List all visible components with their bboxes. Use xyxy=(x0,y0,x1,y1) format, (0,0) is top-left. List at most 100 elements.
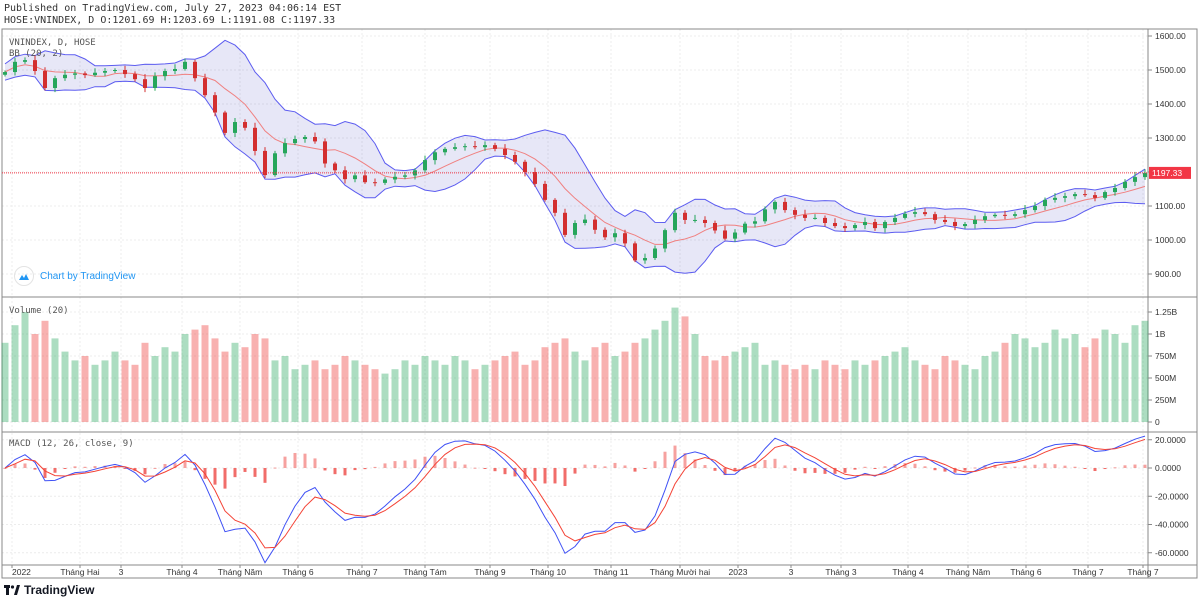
candle-body xyxy=(1073,194,1077,197)
volume-bar xyxy=(831,364,839,422)
volume-bar xyxy=(951,360,959,422)
volume-bar xyxy=(361,364,369,422)
tradingview-logo[interactable]: TradingView xyxy=(4,583,94,597)
volume-bar xyxy=(261,338,269,422)
volume-bar xyxy=(341,356,349,422)
candle-body xyxy=(1043,199,1047,206)
macd-tick-label: -20.0000 xyxy=(1155,491,1189,501)
candle-body xyxy=(833,223,837,227)
candle-body xyxy=(373,182,377,184)
volume-bar xyxy=(621,351,629,422)
candle-body xyxy=(643,258,647,261)
time-label: Tháng 10 xyxy=(530,567,566,577)
candle-body xyxy=(603,229,607,238)
volume-bar xyxy=(651,329,659,422)
volume-bar xyxy=(221,351,229,422)
macd-histogram-bar xyxy=(353,468,357,471)
macd-histogram-bar xyxy=(333,468,337,475)
volume-bar xyxy=(251,334,259,422)
candle-body xyxy=(843,226,847,229)
time-label: Tháng 6 xyxy=(1010,567,1041,577)
volume-bar xyxy=(641,338,649,422)
candle-body xyxy=(383,179,387,183)
tradingview-cloud-icon xyxy=(14,266,34,286)
candle-body xyxy=(303,136,307,140)
macd-histogram-bar xyxy=(863,466,867,468)
candle-body xyxy=(793,210,797,215)
bb-upper-line xyxy=(4,39,1146,224)
macd-histogram-bar xyxy=(1043,463,1047,468)
volume-bar xyxy=(611,356,619,422)
volume-bar xyxy=(371,369,379,422)
volume-bar xyxy=(31,334,39,422)
volume-bar xyxy=(71,360,79,422)
time-label: Tháng Năm xyxy=(218,567,262,577)
time-label: Tháng 4 xyxy=(166,567,197,577)
macd-histogram-bar xyxy=(703,465,707,468)
macd-histogram-bar xyxy=(253,468,257,477)
macd-histogram-bar xyxy=(383,463,387,468)
volume-bar xyxy=(231,342,239,422)
volume-bar xyxy=(1041,342,1049,422)
candle-body xyxy=(483,145,487,148)
macd-histogram-bar xyxy=(963,468,967,471)
legend-symbol: VNINDEX, D, HOSE xyxy=(9,38,96,48)
macd-histogram-bar xyxy=(123,468,127,469)
macd-histogram-bar xyxy=(1133,464,1137,468)
macd-histogram-bar xyxy=(873,468,877,469)
volume-tick-label: 0 xyxy=(1155,417,1160,427)
macd-histogram-bar xyxy=(683,453,687,468)
volume-bar xyxy=(711,360,719,422)
candle-body xyxy=(273,153,277,176)
macd-histogram-bar xyxy=(1123,465,1127,468)
time-label: Tháng 3 xyxy=(825,567,856,577)
volume-bar xyxy=(241,347,249,422)
macd-histogram-bar xyxy=(543,468,547,484)
macd-histogram-bar xyxy=(153,467,157,469)
candle-body xyxy=(893,217,897,222)
legend-volume: Volume (20) xyxy=(9,306,69,316)
macd-histogram-bar xyxy=(463,464,467,468)
volume-bar xyxy=(21,312,29,422)
candle-body xyxy=(1063,196,1067,198)
chart-by-tradingview-link[interactable]: Chart by TradingView xyxy=(14,266,135,286)
volume-bar xyxy=(181,334,189,422)
macd-histogram-bar xyxy=(433,455,437,468)
candle-body xyxy=(983,216,987,220)
volume-bar xyxy=(551,342,559,422)
volume-bar xyxy=(981,356,989,422)
macd-histogram-bar xyxy=(313,458,317,468)
candle-body xyxy=(503,148,507,155)
volume-bar xyxy=(501,356,509,422)
volume-bar xyxy=(881,356,889,422)
volume-bar xyxy=(911,360,919,422)
volume-bar xyxy=(901,347,909,422)
price-tick-label: 900.00 xyxy=(1155,269,1181,279)
volume-bar xyxy=(811,369,819,422)
volume-bar xyxy=(521,364,529,422)
macd-histogram-bar xyxy=(43,468,47,478)
candle-body xyxy=(1083,194,1087,196)
volume-bar xyxy=(61,351,69,422)
volume-bar xyxy=(381,373,389,422)
volume-bar xyxy=(331,364,339,422)
macd-histogram-bar xyxy=(593,464,597,468)
brand-text: TradingView xyxy=(24,583,95,597)
macd-tick-label: -40.0000 xyxy=(1155,520,1189,530)
volume-bar xyxy=(541,347,549,422)
time-label: Tháng 6 xyxy=(282,567,313,577)
candle-body xyxy=(903,213,907,218)
macd-histogram-bar xyxy=(3,468,7,469)
volume-bar xyxy=(721,356,729,422)
macd-histogram-bar xyxy=(503,468,507,475)
macd-histogram-bar xyxy=(653,461,657,468)
macd-histogram-bar xyxy=(93,466,97,468)
macd-histogram-bar xyxy=(483,468,487,469)
volume-bar xyxy=(391,369,399,422)
bb-band-fill xyxy=(5,40,1145,274)
macd-histogram-bar xyxy=(1053,464,1057,468)
macd-histogram-bar xyxy=(533,468,537,481)
candle-body xyxy=(1033,206,1037,211)
volume-bar xyxy=(691,334,699,422)
